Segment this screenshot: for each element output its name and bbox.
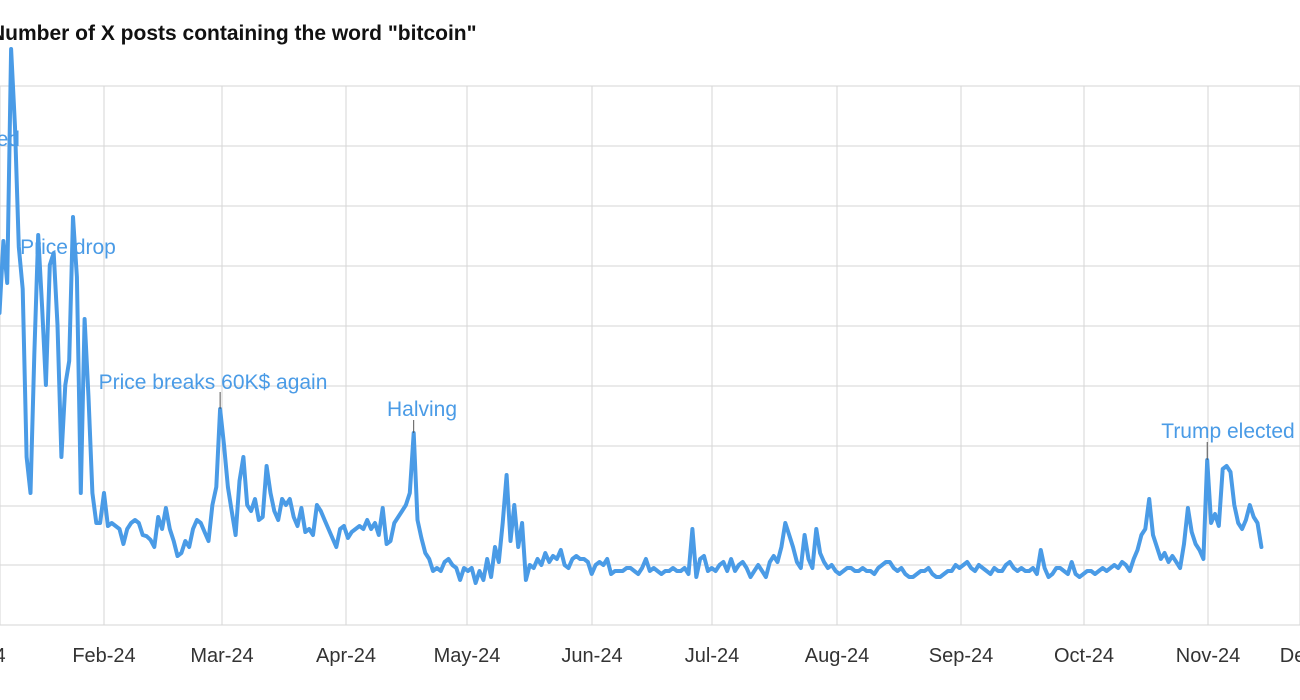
x-tick-label: Oct-24 [1054, 645, 1114, 667]
annotation-label: Halving [387, 398, 457, 421]
series-line [0, 47, 1264, 585]
x-tick-label: Jan-24 [0, 645, 6, 667]
chart-title: Number of X posts containing the word "b… [0, 22, 477, 45]
x-axis-ticks: Jan-24 Feb-24 Mar-24 Apr-24 May-24 Jun-24 Jul-… [0, 645, 1300, 667]
annotation-label: ETF approved [0, 128, 20, 151]
x-tick-label: Mar-24 [190, 645, 253, 667]
x-tick-label: Nov-24 [1176, 645, 1240, 667]
x-tick-label: Sep-24 [929, 645, 994, 667]
x-tick-label: May-24 [434, 645, 501, 667]
grid [0, 85, 1300, 626]
annotation-label: Price breaks 60K$ again [99, 371, 328, 394]
annotations: ETF approved Price drop Price breaks 60K$ … [0, 128, 1295, 460]
x-tick-label: Jul-24 [685, 645, 739, 667]
x-tick-label: Aug-24 [805, 645, 870, 667]
annotation-label: Trump elected [1161, 420, 1294, 443]
x-tick-label: Feb-24 [72, 645, 135, 667]
x-tick-label: Dec-24 [1280, 645, 1300, 667]
x-tick-label: Jun-24 [561, 645, 622, 667]
x-tick-label: Apr-24 [316, 645, 376, 667]
annotation-label: Price drop [20, 236, 116, 259]
